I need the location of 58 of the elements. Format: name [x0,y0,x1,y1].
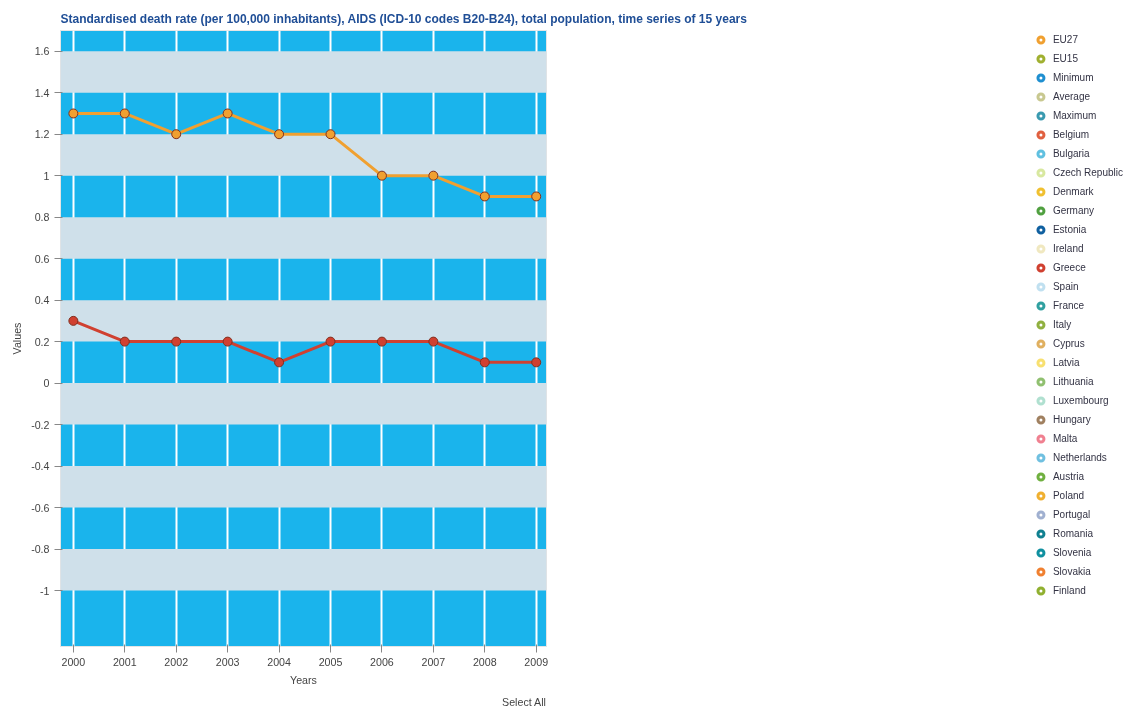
legend-label: Germany [1052,204,1095,218]
y-tick-label: 1.2 [34,128,50,141]
chart-title: Standardised death rate (per 100,000 inhabitants), AIDS (ICD-10 codes B20-B24), total population, time series of 15 years [60,11,748,26]
y-tick-label: -0.2 [31,418,50,431]
legend-label: Bulgaria [1052,147,1090,161]
legend-label: Belgium [1052,128,1090,142]
y-tick-label: 1.4 [34,86,50,99]
x-tick-label: 2001 [112,655,137,668]
legend-label: Maximum [1052,109,1097,123]
legend-label: Czech Republic [1052,166,1123,180]
legend-label: Austria [1052,470,1085,484]
legend-label: Spain [1052,280,1079,294]
legend-label: Ireland [1052,242,1084,256]
legend-label: Latvia [1052,356,1080,370]
legend-label: Slovakia [1052,565,1091,579]
y-tick-label: 0.2 [34,335,50,348]
legend-label: Cyprus [1052,337,1085,351]
legend-label: Finland [1052,584,1086,598]
legend-label: Italy [1052,318,1073,332]
x-tick-label: 2008 [472,655,497,668]
legend-label: Greece [1052,261,1086,275]
legend-label: Slovenia [1052,546,1092,560]
legend-label: Malta [1052,432,1078,446]
y-tick-label: 0.6 [34,252,50,265]
y-tick-label: 1 [43,169,50,182]
y-tick-label: 0.4 [34,294,50,307]
legend-label: Luxembourg [1052,394,1109,408]
x-tick-label: 2009 [524,655,549,668]
x-tick-label: 2002 [164,655,189,668]
x-tick-label: 2000 [61,655,86,668]
legend-label: Estonia [1052,223,1087,237]
legend-label: Portugal [1052,508,1091,522]
x-tick-label: 2005 [318,655,343,668]
x-tick-label: 2003 [215,655,240,668]
y-tick-label: 0.8 [34,211,50,224]
y-axis-title: Values [11,322,24,355]
x-tick-label: 2007 [421,655,446,668]
legend-label: Denmark [1052,185,1094,199]
x-tick-label: 2006 [370,655,394,668]
text: Select All [502,695,546,708]
legend-label: Average [1052,90,1091,104]
y-tick-label: -0.8 [31,543,50,556]
x-tick-label: 2004 [267,655,291,668]
legend-label: France [1052,299,1085,313]
y-tick-label: -0.6 [31,501,50,514]
legend-label: Hungary [1052,413,1091,427]
legend-label: EU15 [1052,52,1078,66]
y-tick-label: 0 [43,377,50,390]
y-tick-label: -0.4 [31,460,50,473]
legend-label: Romania [1052,527,1093,541]
legend-label: Poland [1052,489,1085,503]
x-axis-title: Years [290,673,317,686]
legend-label: Minimum [1052,71,1094,85]
legend-label: Netherlands [1052,451,1107,465]
y-tick-label: -1 [40,584,50,597]
legend-label: Lithuania [1052,375,1094,389]
y-tick-label: 1.6 [34,45,50,58]
legend-label: EU27 [1052,33,1078,47]
